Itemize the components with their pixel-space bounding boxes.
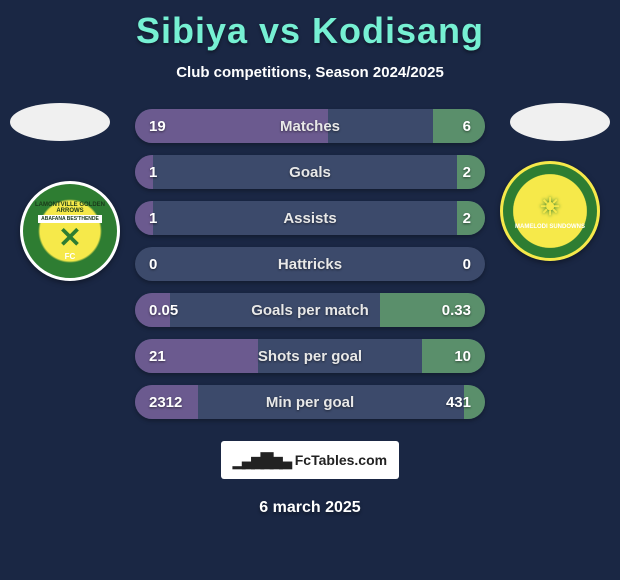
stat-value-right: 10: [425, 348, 485, 365]
stat-row: 2312Min per goal431: [135, 385, 485, 419]
stat-label: Assists: [195, 210, 425, 227]
club-badge-right: ☀ MAMELODI SUNDOWNS: [500, 161, 600, 261]
player-avatar-right: [510, 103, 610, 141]
stat-value-left: 19: [135, 118, 195, 135]
stat-value-left: 1: [135, 164, 195, 181]
stat-row: 0Hattricks0: [135, 247, 485, 281]
club-right-name: MAMELODI SUNDOWNS: [515, 224, 585, 230]
stat-value-right: 0.33: [425, 302, 485, 319]
club-badge-left: LAMONTVILLE GOLDEN ARROWS ABAFANA BES'TH…: [20, 181, 120, 281]
stat-value-left: 21: [135, 348, 195, 365]
season-subtitle: Club competitions, Season 2024/2025: [0, 64, 620, 81]
stat-rows: 19Matches61Goals21Assists20Hattricks00.0…: [135, 109, 485, 419]
page-title: Sibiya vs Kodisang: [0, 0, 620, 52]
stat-value-left: 0.05: [135, 302, 195, 319]
stat-value-right: 2: [425, 210, 485, 227]
stat-value-right: 2: [425, 164, 485, 181]
stat-label: Min per goal: [195, 394, 425, 411]
stat-label: Shots per goal: [195, 348, 425, 365]
stat-row: 21Shots per goal10: [135, 339, 485, 373]
stat-row: 19Matches6: [135, 109, 485, 143]
stat-label: Hattricks: [195, 256, 425, 273]
footer-date: 6 march 2025: [0, 499, 620, 517]
club-right-sun-icon: ☀: [539, 193, 561, 222]
stat-value-right: 0: [425, 256, 485, 273]
stat-row: 1Assists2: [135, 201, 485, 235]
stat-value-left: 2312: [135, 394, 195, 411]
club-left-fc: FC: [65, 252, 76, 261]
stat-value-right: 431: [425, 394, 485, 411]
stat-row: 1Goals2: [135, 155, 485, 189]
footer-brand-logo[interactable]: ▁▃▅▇▅▃ FcTables.com: [221, 441, 399, 479]
stat-value-left: 0: [135, 256, 195, 273]
stat-row: 0.05Goals per match0.33: [135, 293, 485, 327]
stat-value-right: 6: [425, 118, 485, 135]
club-left-arrows-icon: ✕: [58, 224, 81, 252]
stat-label: Matches: [195, 118, 425, 135]
bars-icon: ▁▃▅▇▅▃: [233, 450, 289, 470]
footer-brand-text: FcTables.com: [295, 452, 387, 468]
comparison-content: LAMONTVILLE GOLDEN ARROWS ABAFANA BES'TH…: [0, 109, 620, 419]
stat-label: Goals: [195, 164, 425, 181]
player-avatar-left: [10, 103, 110, 141]
club-left-line1: LAMONTVILLE GOLDEN ARROWS: [23, 202, 117, 214]
stat-label: Goals per match: [195, 302, 425, 319]
stat-value-left: 1: [135, 210, 195, 227]
